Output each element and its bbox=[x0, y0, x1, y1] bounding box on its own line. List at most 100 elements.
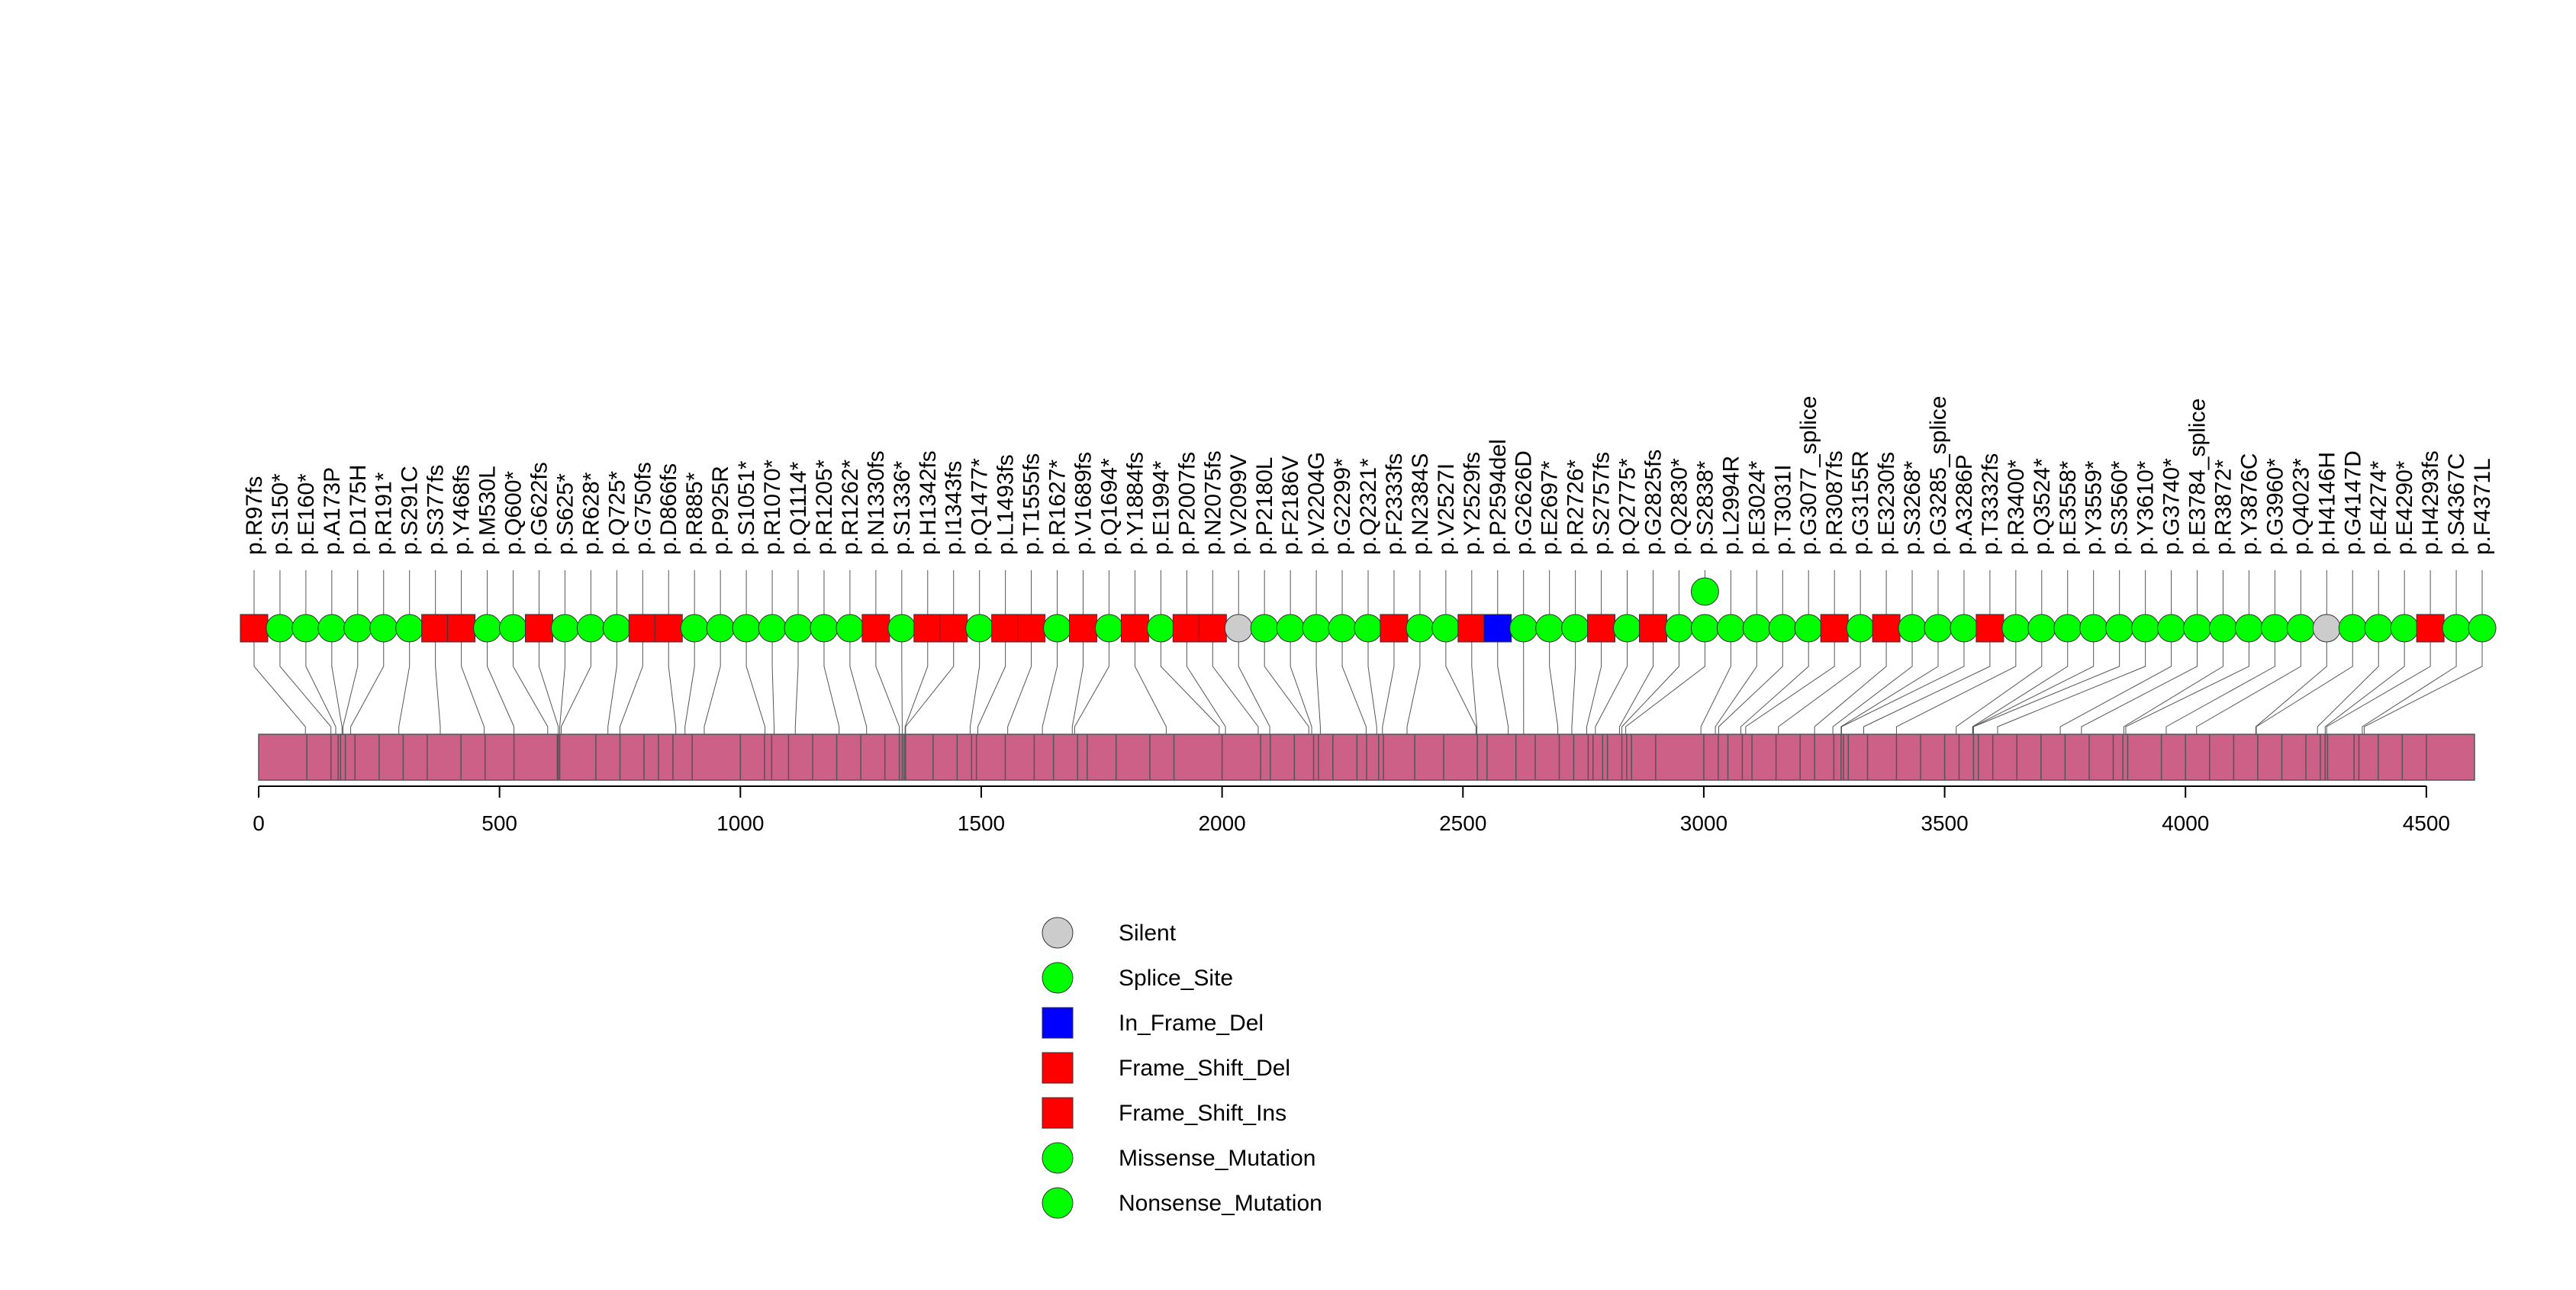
mutation-connector bbox=[1778, 642, 1861, 734]
mutation-marker-circle bbox=[1690, 614, 1719, 643]
x-axis-tick-label: 4500 bbox=[2403, 811, 2450, 835]
mutation-label: p.Q1694* bbox=[1096, 458, 1122, 555]
mutation-marker-circle bbox=[2364, 614, 2393, 643]
mutation-marker-circle bbox=[602, 614, 631, 643]
mutation-label: p.L2994R bbox=[1718, 456, 1744, 555]
mutation-marker-circle bbox=[2390, 614, 2419, 643]
mutation-connector bbox=[2081, 642, 2198, 734]
mutation-label: p.H4146H bbox=[2314, 452, 2339, 555]
mutation-connector bbox=[1212, 642, 1259, 734]
mutation-connector bbox=[1972, 642, 2095, 734]
mutation-label: p.S2757fs bbox=[1589, 452, 1615, 555]
mutation-connector bbox=[1134, 642, 1167, 734]
x-axis-tick-label: 3500 bbox=[1921, 811, 1968, 835]
mutation-connector bbox=[849, 642, 868, 734]
mutation-marker-square bbox=[240, 614, 269, 643]
mutation-marker-circle bbox=[1561, 614, 1590, 643]
mutation-connector bbox=[2059, 642, 2172, 734]
mutation-label: p.P925R bbox=[708, 466, 733, 555]
mutation-connector bbox=[1341, 642, 1367, 734]
mutation-connector bbox=[1071, 642, 1084, 734]
mutation-label: p.R3400* bbox=[2004, 460, 2029, 555]
mutation-marker-circle bbox=[1768, 614, 1797, 643]
mutation-marker-square bbox=[628, 614, 657, 643]
mutation-label: p.T3332fs bbox=[1978, 453, 2003, 555]
mutation-label: p.Q2321* bbox=[1356, 458, 1381, 555]
mutation-label: p.R191* bbox=[372, 472, 397, 555]
mutation-connector bbox=[2362, 642, 2457, 734]
mutation-marker-circle bbox=[550, 614, 579, 643]
mutation-label: p.L1493fs bbox=[993, 454, 1019, 555]
mutation-connector bbox=[1832, 642, 1913, 734]
mutation-marker-circle bbox=[2053, 614, 2082, 643]
mutation-label: p.D866fs bbox=[656, 463, 681, 555]
mutation-label: p.V1689fs bbox=[1071, 452, 1096, 555]
mutation-marker-circle bbox=[1043, 614, 1072, 643]
mutation-marker-square bbox=[1638, 614, 1667, 643]
mutation-connector bbox=[560, 642, 591, 734]
x-axis-tick-label: 3000 bbox=[1680, 811, 1728, 835]
mutation-marker-circle bbox=[1431, 614, 1460, 643]
mutation-marker-circle bbox=[1950, 614, 1979, 643]
mutation-marker-square bbox=[1872, 614, 1901, 643]
mutation-label: p.E160* bbox=[294, 473, 319, 555]
mutation-connector bbox=[1863, 642, 1991, 734]
x-axis-tick-label: 2000 bbox=[1198, 811, 1245, 835]
mutation-label: p.N2384S bbox=[1408, 453, 1433, 555]
mutation-marker-circle bbox=[1328, 614, 1357, 643]
mutation-label: p.P2007fs bbox=[1174, 452, 1199, 555]
mutation-connector bbox=[1700, 642, 1731, 734]
mutation-marker-circle bbox=[1742, 614, 1771, 643]
mutation-marker-circle bbox=[1535, 614, 1564, 643]
mutation-label: p.G3285_splice bbox=[1926, 396, 1951, 555]
mutation-connector bbox=[904, 642, 929, 734]
mutation-connector bbox=[279, 642, 332, 734]
mutation-connector bbox=[1625, 642, 1705, 734]
mutation-marker-square bbox=[1587, 614, 1616, 643]
mutation-label: p.D175H bbox=[346, 465, 371, 555]
mutation-connector bbox=[1586, 642, 1602, 734]
mutation-connector bbox=[619, 642, 643, 734]
mutation-marker-circle bbox=[2079, 614, 2108, 643]
mutation-connector bbox=[1595, 642, 1628, 734]
mutation-marker-circle bbox=[473, 614, 502, 643]
mutation-marker-circle bbox=[291, 614, 320, 643]
mutation-label: p.G622fs bbox=[526, 462, 552, 555]
mutation-label: p.S3560* bbox=[2107, 460, 2133, 555]
mutation-connector bbox=[398, 642, 411, 734]
mutation-label: p.S625* bbox=[552, 473, 578, 555]
mutation-connector bbox=[901, 642, 903, 734]
mutation-marker-square bbox=[1820, 614, 1849, 643]
mutation-marker-circle bbox=[2338, 614, 2367, 643]
legend-swatch-square bbox=[1042, 1097, 1074, 1129]
mutation-label: p.E2697* bbox=[1538, 460, 1563, 555]
mutation-connector bbox=[969, 642, 980, 734]
mutation-connector bbox=[1074, 642, 1109, 734]
mutation-marker-circle bbox=[836, 614, 865, 643]
legend-label: Splice_Site bbox=[1119, 966, 1233, 991]
mutation-marker-square bbox=[1380, 614, 1409, 643]
legend-swatch-square bbox=[1042, 1007, 1074, 1039]
mutation-label: p.V2204G bbox=[1304, 452, 1329, 555]
mutation-label: p.Y3610* bbox=[2133, 460, 2159, 555]
mutation-label: p.R97fs bbox=[242, 476, 267, 555]
mutation-connector bbox=[1367, 642, 1377, 734]
mutation-connector bbox=[538, 642, 559, 734]
mutation-marker-circle bbox=[810, 614, 839, 643]
mutation-marker-circle bbox=[784, 614, 813, 643]
mutation-marker-circle bbox=[1664, 614, 1693, 643]
mutation-marker-circle bbox=[2105, 614, 2134, 643]
legend-swatch-square bbox=[1042, 1052, 1074, 1084]
mutation-marker-circle bbox=[317, 614, 346, 643]
mutation-connector bbox=[1745, 642, 1835, 734]
mutation-marker-square bbox=[913, 614, 942, 643]
mutation-label: p.R3087fs bbox=[1822, 450, 1847, 555]
mutation-marker-circle bbox=[2027, 614, 2056, 643]
mutation-connector bbox=[977, 642, 1006, 734]
mutation-connector bbox=[305, 642, 336, 734]
mutation-marker-circle bbox=[2468, 614, 2497, 643]
mutation-label: p.S2838* bbox=[1692, 460, 1718, 555]
mutation-marker-circle bbox=[965, 614, 994, 643]
mutation-connector bbox=[1264, 642, 1309, 734]
mutation-marker-square bbox=[421, 614, 450, 643]
